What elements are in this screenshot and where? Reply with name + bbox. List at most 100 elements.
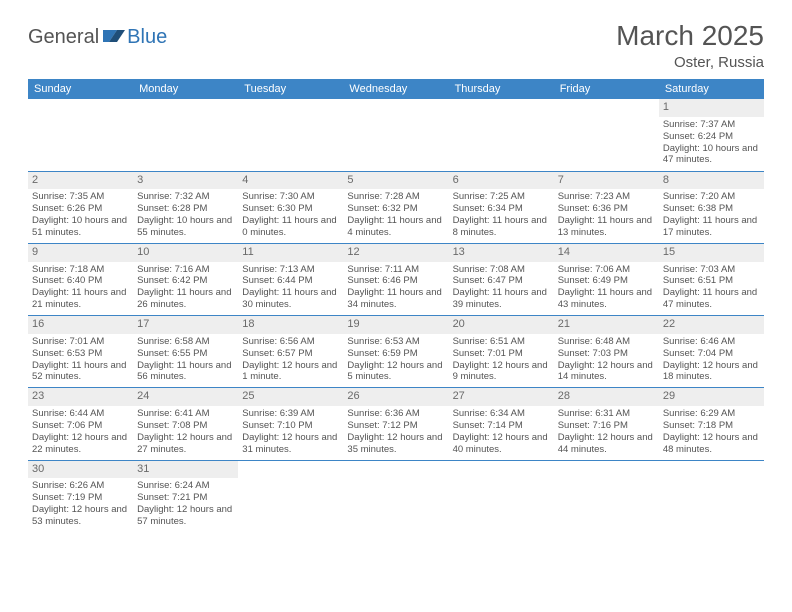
- calendar-day: 12Sunrise: 7:11 AMSunset: 6:46 PMDayligh…: [343, 243, 448, 315]
- sunrise-text: Sunrise: 7:13 AM: [242, 264, 339, 276]
- sunrise-text: Sunrise: 7:23 AM: [558, 191, 655, 203]
- calendar-day: 14Sunrise: 7:06 AMSunset: 6:49 PMDayligh…: [554, 243, 659, 315]
- day-number: 15: [659, 244, 764, 262]
- calendar-table: SundayMondayTuesdayWednesdayThursdayFrid…: [28, 79, 764, 532]
- daylight-text: Daylight: 12 hours and 48 minutes.: [663, 432, 760, 456]
- day-number: 6: [449, 172, 554, 190]
- day-number: 28: [554, 388, 659, 406]
- day-number: 7: [554, 172, 659, 190]
- calendar-day: 13Sunrise: 7:08 AMSunset: 6:47 PMDayligh…: [449, 243, 554, 315]
- sunrise-text: Sunrise: 6:29 AM: [663, 408, 760, 420]
- daylight-text: Daylight: 12 hours and 31 minutes.: [242, 432, 339, 456]
- calendar-week: 1Sunrise: 7:37 AMSunset: 6:24 PMDaylight…: [28, 99, 764, 171]
- sunset-text: Sunset: 7:19 PM: [32, 492, 129, 504]
- daylight-text: Daylight: 11 hours and 43 minutes.: [558, 287, 655, 311]
- sunrise-text: Sunrise: 7:37 AM: [663, 119, 760, 131]
- sunrise-text: Sunrise: 6:44 AM: [32, 408, 129, 420]
- sunset-text: Sunset: 6:38 PM: [663, 203, 760, 215]
- calendar-body: 1 Sunrise: 7:37 AMSunset: 6:24 PM Daylight…: [28, 99, 764, 532]
- weekday-header: Sunday: [28, 79, 133, 99]
- day-number: 20: [449, 316, 554, 334]
- daylight-text: Daylight: 11 hours and 52 minutes.: [32, 360, 129, 384]
- sunset-text: Sunset: 6:36 PM: [558, 203, 655, 215]
- day-number: 16: [28, 316, 133, 334]
- calendar-day: 24Sunrise: 6:41 AMSunset: 7:08 PMDayligh…: [133, 388, 238, 460]
- calendar-day: 3Sunrise: 7:32 AMSunset: 6:28 PMDaylight…: [133, 171, 238, 243]
- day-number: 12: [343, 244, 448, 262]
- daylight-text: Daylight: 12 hours and 53 minutes.: [32, 504, 129, 528]
- day-number: 13: [449, 244, 554, 262]
- daylight-text: Daylight: 12 hours and 22 minutes.: [32, 432, 129, 456]
- sunset-text: Sunset: 7:01 PM: [453, 348, 550, 360]
- day-number: 2: [28, 172, 133, 190]
- title-block: March 2025 Oster, Russia: [616, 20, 764, 71]
- daylight-text: Daylight: 11 hours and 47 minutes.: [663, 287, 760, 311]
- calendar-day-empty: [343, 99, 448, 171]
- day-number: 27: [449, 388, 554, 406]
- sunset-text: Sunset: 6:55 PM: [137, 348, 234, 360]
- daylight-text: Daylight: 11 hours and 8 minutes.: [453, 215, 550, 239]
- sunset-text: Sunset: 6:49 PM: [558, 275, 655, 287]
- calendar-day: 31Sunrise: 6:24 AMSunset: 7:21 PMDayligh…: [133, 460, 238, 532]
- sunset-text: Sunset: 7:21 PM: [137, 492, 234, 504]
- sunrise-text: Sunrise: 6:46 AM: [663, 336, 760, 348]
- sunrise-text: Sunrise: 6:31 AM: [558, 408, 655, 420]
- calendar-week: 2Sunrise: 7:35 AMSunset: 6:26 PMDaylight…: [28, 171, 764, 243]
- sunrise-text: Sunrise: 7:25 AM: [453, 191, 550, 203]
- sunrise-text: Sunrise: 7:18 AM: [32, 264, 129, 276]
- sunrise-text: Sunrise: 6:51 AM: [453, 336, 550, 348]
- sunrise-text: Sunrise: 6:39 AM: [242, 408, 339, 420]
- day-number: 9: [28, 244, 133, 262]
- day-number: 1: [659, 99, 764, 117]
- calendar-day-empty: [238, 99, 343, 171]
- sunset-text: Sunset: 6:24 PM: [663, 131, 760, 143]
- day-number: 4: [238, 172, 343, 190]
- day-number: 21: [554, 316, 659, 334]
- daylight-text: Daylight: 12 hours and 9 minutes.: [453, 360, 550, 384]
- day-number: 3: [133, 172, 238, 190]
- day-number: 22: [659, 316, 764, 334]
- sunset-text: Sunset: 6:26 PM: [32, 203, 129, 215]
- weekday-header: Friday: [554, 79, 659, 99]
- sunset-text: Sunset: 7:12 PM: [347, 420, 444, 432]
- sunrise-text: Sunrise: 6:56 AM: [242, 336, 339, 348]
- day-number: 11: [238, 244, 343, 262]
- day-number: 10: [133, 244, 238, 262]
- daylight-text: Daylight: 12 hours and 44 minutes.: [558, 432, 655, 456]
- sunrise-text: Sunrise: 7:28 AM: [347, 191, 444, 203]
- logo-text-general: General: [28, 26, 99, 49]
- weekday-header: Saturday: [659, 79, 764, 99]
- daylight-text: Daylight: 11 hours and 17 minutes.: [663, 215, 760, 239]
- daylight-text: Daylight: 11 hours and 26 minutes.: [137, 287, 234, 311]
- sunrise-text: Sunrise: 6:36 AM: [347, 408, 444, 420]
- sunset-text: Sunset: 6:42 PM: [137, 275, 234, 287]
- calendar-day-empty: [133, 99, 238, 171]
- day-number: 24: [133, 388, 238, 406]
- day-number: 30: [28, 461, 133, 479]
- calendar-week: 16Sunrise: 7:01 AMSunset: 6:53 PMDayligh…: [28, 316, 764, 388]
- calendar-week: 23Sunrise: 6:44 AMSunset: 7:06 PMDayligh…: [28, 388, 764, 460]
- calendar-day: 2Sunrise: 7:35 AMSunset: 6:26 PMDaylight…: [28, 171, 133, 243]
- daylight-text: Daylight: 11 hours and 39 minutes.: [453, 287, 550, 311]
- daylight-text: Daylight: 11 hours and 13 minutes.: [558, 215, 655, 239]
- sunrise-text: Sunrise: 6:53 AM: [347, 336, 444, 348]
- weekday-header: Thursday: [449, 79, 554, 99]
- calendar-day-empty: [554, 460, 659, 532]
- daylight-text: Daylight: 12 hours and 1 minute.: [242, 360, 339, 384]
- sunset-text: Sunset: 7:08 PM: [137, 420, 234, 432]
- sunset-text: Sunset: 7:10 PM: [242, 420, 339, 432]
- day-number: 29: [659, 388, 764, 406]
- calendar-day: 10Sunrise: 7:16 AMSunset: 6:42 PMDayligh…: [133, 243, 238, 315]
- sunrise-text: Sunrise: 7:01 AM: [32, 336, 129, 348]
- calendar-header: SundayMondayTuesdayWednesdayThursdayFrid…: [28, 79, 764, 99]
- page-header: General Blue March 2025 Oster, Russia: [28, 20, 764, 71]
- sunset-text: Sunset: 7:16 PM: [558, 420, 655, 432]
- sunset-text: Sunset: 6:30 PM: [242, 203, 339, 215]
- sunset-text: Sunset: 6:51 PM: [663, 275, 760, 287]
- calendar-day-empty: [554, 99, 659, 171]
- sunrise-text: Sunrise: 6:41 AM: [137, 408, 234, 420]
- daylight-text: Daylight: 12 hours and 5 minutes.: [347, 360, 444, 384]
- sunrise-text: Sunrise: 7:03 AM: [663, 264, 760, 276]
- calendar-day: 8Sunrise: 7:20 AMSunset: 6:38 PMDaylight…: [659, 171, 764, 243]
- sunrise-text: Sunrise: 7:30 AM: [242, 191, 339, 203]
